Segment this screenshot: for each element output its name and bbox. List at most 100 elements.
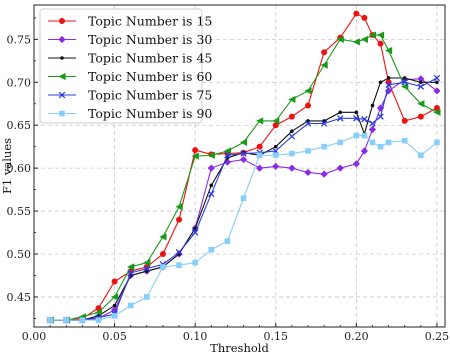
legend-box bbox=[39, 8, 203, 124]
data-point bbox=[434, 139, 440, 146]
x-axis-title: Threshold bbox=[210, 341, 269, 355]
data-point bbox=[433, 108, 441, 116]
data-point bbox=[224, 238, 231, 244]
data-point bbox=[176, 216, 183, 223]
legend-label: Topic Number is 60 bbox=[88, 69, 212, 84]
data-point bbox=[417, 113, 424, 120]
x-tick-label: 0.10 bbox=[183, 330, 208, 343]
data-point bbox=[402, 76, 407, 80]
x-tick-label: 0.05 bbox=[102, 330, 127, 343]
data-point bbox=[369, 139, 376, 146]
data-point bbox=[385, 139, 392, 146]
data-point bbox=[360, 147, 369, 155]
data-point bbox=[376, 31, 385, 39]
legend-item: Topic Number is 75 bbox=[48, 88, 212, 103]
data-point bbox=[224, 152, 231, 159]
data-point bbox=[208, 190, 215, 198]
data-point bbox=[175, 249, 183, 256]
data-point bbox=[320, 61, 328, 69]
data-point bbox=[239, 155, 248, 164]
data-point bbox=[256, 164, 264, 172]
data-point bbox=[273, 144, 278, 149]
data-point bbox=[111, 278, 118, 285]
data-point bbox=[256, 117, 264, 125]
data-point bbox=[159, 233, 167, 241]
data-point bbox=[208, 246, 215, 253]
data-point bbox=[176, 262, 182, 268]
data-point bbox=[320, 120, 328, 127]
data-point bbox=[127, 263, 135, 271]
data-point bbox=[353, 10, 360, 17]
legend-marker bbox=[59, 110, 65, 117]
data-point bbox=[361, 115, 368, 123]
data-point bbox=[384, 87, 393, 95]
x-tick-label: 0.20 bbox=[344, 330, 369, 343]
data-point bbox=[304, 87, 312, 95]
data-point bbox=[377, 143, 384, 150]
data-point bbox=[338, 110, 343, 115]
data-point bbox=[290, 129, 294, 134]
data-point bbox=[112, 303, 117, 308]
data-point bbox=[272, 122, 279, 129]
data-point bbox=[95, 317, 102, 323]
data-point bbox=[305, 148, 311, 154]
data-point bbox=[207, 151, 215, 159]
data-point bbox=[321, 143, 327, 150]
data-point bbox=[377, 40, 384, 47]
data-point bbox=[110, 293, 119, 301]
y-tick-label: 0.50 bbox=[7, 248, 32, 261]
data-point bbox=[63, 317, 70, 323]
x-tick-label: 0.15 bbox=[264, 330, 289, 343]
y-axis-title: F1 values bbox=[0, 138, 14, 194]
y-tick-label: 0.70 bbox=[7, 76, 32, 89]
data-point bbox=[435, 80, 439, 85]
legend-marker bbox=[59, 18, 65, 24]
data-point bbox=[353, 132, 360, 139]
data-point bbox=[144, 294, 150, 300]
data-point bbox=[304, 168, 312, 177]
data-point bbox=[433, 105, 440, 112]
data-point bbox=[127, 302, 134, 309]
data-point bbox=[401, 79, 408, 86]
data-point bbox=[272, 162, 280, 171]
legend-marker bbox=[58, 35, 66, 44]
data-point bbox=[256, 152, 263, 159]
x-tick-label: 0.25 bbox=[425, 330, 450, 343]
data-point bbox=[272, 152, 279, 159]
y-tick-label: 0.55 bbox=[7, 205, 32, 218]
data-point bbox=[192, 147, 199, 154]
legend-item: Topic Number is 15 bbox=[48, 14, 212, 29]
data-point bbox=[209, 183, 214, 188]
data-point bbox=[304, 120, 312, 127]
legend-marker bbox=[58, 91, 66, 99]
legend-label: Topic Number is 30 bbox=[88, 32, 212, 47]
legend-marker bbox=[60, 56, 64, 60]
data-point bbox=[95, 305, 102, 312]
data-point bbox=[369, 120, 376, 127]
y-tick-label: 0.60 bbox=[7, 162, 32, 175]
data-point bbox=[127, 269, 134, 277]
legend-label: Topic Number is 15 bbox=[88, 14, 212, 29]
series-6 bbox=[47, 132, 440, 323]
data-point bbox=[191, 152, 199, 160]
data-point bbox=[361, 14, 368, 21]
y-tick-label: 0.75 bbox=[7, 33, 32, 46]
data-point bbox=[239, 138, 248, 146]
data-point bbox=[417, 100, 425, 108]
plot-frame bbox=[33, 4, 446, 328]
data-point bbox=[288, 95, 296, 104]
data-point bbox=[159, 251, 166, 258]
axis-ticks: 0.00 0.05 0.10 0.15 0.20 0.25 0.45 0.50 0.55 0.60… bbox=[7, 17, 450, 343]
data-point bbox=[354, 110, 359, 115]
data-point bbox=[240, 195, 247, 201]
data-point bbox=[272, 117, 280, 125]
data-point bbox=[207, 164, 215, 172]
data-point bbox=[433, 74, 441, 82]
data-point bbox=[336, 115, 344, 122]
legend-item: Topic Number is 60 bbox=[48, 69, 212, 84]
data-point bbox=[336, 35, 344, 43]
data-point bbox=[288, 164, 296, 172]
y-tick-label: 0.65 bbox=[7, 119, 32, 132]
data-point bbox=[370, 103, 375, 108]
